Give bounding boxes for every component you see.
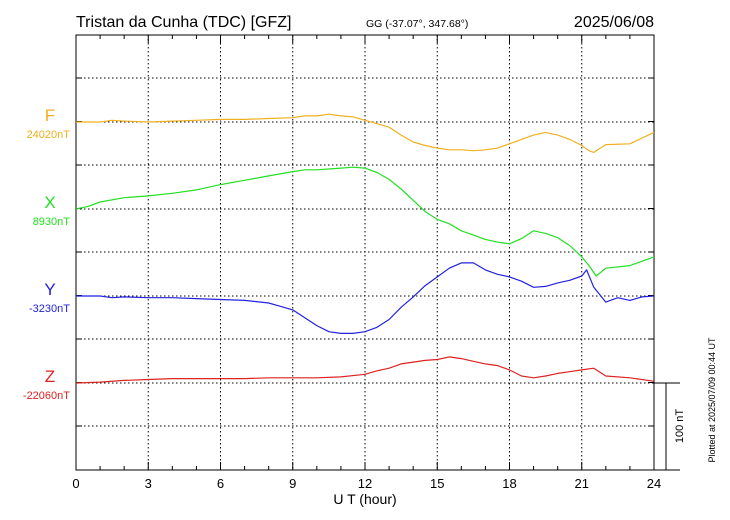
series-labels: F 24020nT X 8930nT Y -3230nT Z -22060nT bbox=[23, 106, 70, 402]
series-line-z bbox=[75, 356, 655, 384]
series-baseline-f: 24020nT bbox=[27, 129, 71, 141]
series-line-x bbox=[75, 166, 655, 277]
series-name-y: Y bbox=[44, 280, 55, 299]
series-line-f bbox=[76, 113, 655, 153]
x-tick-label: 3 bbox=[145, 476, 152, 491]
axis-ticks bbox=[75, 35, 655, 470]
series-baseline-z: -22060nT bbox=[23, 390, 70, 402]
x-tick-label: 18 bbox=[502, 476, 516, 491]
x-tick-label: 0 bbox=[72, 476, 79, 491]
series-line-y bbox=[76, 262, 655, 334]
series-baseline-y: -3230nT bbox=[29, 303, 70, 315]
x-tick-label: 12 bbox=[358, 476, 372, 491]
series-baseline-x: 8930nT bbox=[33, 216, 71, 228]
scale-bar bbox=[654, 382, 680, 471]
chart-date: 2025/06/08 bbox=[574, 14, 654, 31]
grid-lines bbox=[76, 35, 654, 470]
x-tick-label: 15 bbox=[430, 476, 444, 491]
x-tick-label: 24 bbox=[647, 476, 661, 491]
series-name-z: Z bbox=[45, 367, 55, 386]
x-tick-label: 9 bbox=[289, 476, 296, 491]
station-coordinates: GG (-37.07°, 347.68°) bbox=[366, 18, 468, 30]
series-name-f: F bbox=[45, 106, 55, 125]
series-name-x: X bbox=[44, 193, 55, 212]
x-tick-label: 21 bbox=[575, 476, 589, 491]
chart-title: Tristan da Cunha (TDC) [GFZ] bbox=[76, 14, 291, 31]
x-tick-label: 6 bbox=[217, 476, 224, 491]
plot-timestamp: Plotted at 2025/07/09 00:44 UT bbox=[707, 337, 717, 463]
scale-label: 100 nT bbox=[674, 409, 686, 444]
x-axis-label: U T (hour) bbox=[333, 491, 396, 507]
x-tick-labels: 0 3 6 9 12 15 18 21 24 bbox=[72, 476, 661, 491]
series-lines bbox=[75, 113, 655, 384]
